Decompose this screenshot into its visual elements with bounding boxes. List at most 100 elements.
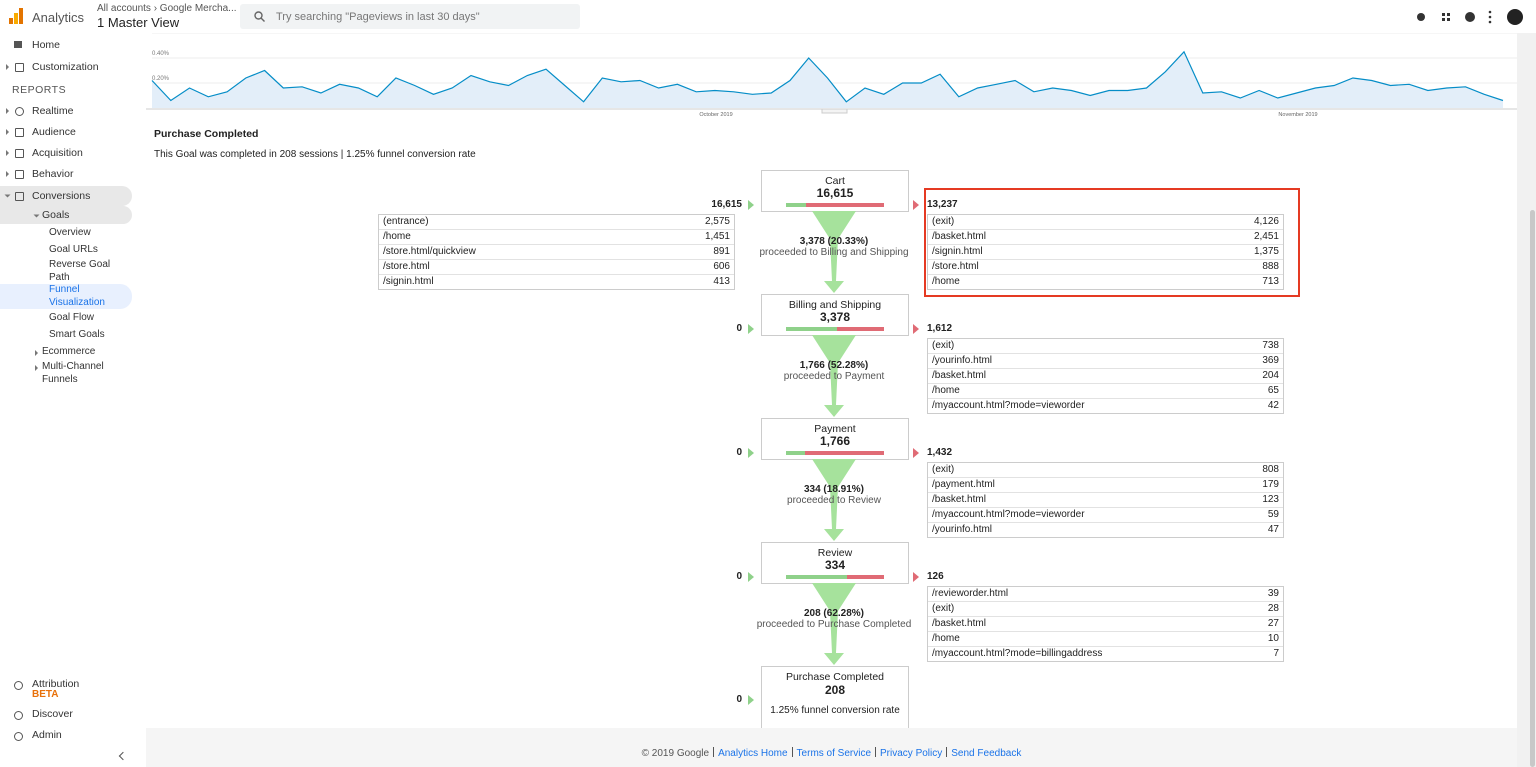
proceeded-label: proceeded to Review — [787, 495, 881, 506]
row-value: 7 — [1273, 648, 1279, 659]
x-axis-label: October 2019 — [699, 112, 732, 118]
nav-selected-bg — [0, 206, 132, 224]
exit-arrow — [913, 324, 919, 334]
table-row[interactable]: /yourinfo.html 369 — [928, 354, 1283, 369]
step-bar-proceed — [786, 203, 806, 207]
footer-link[interactable]: Send Feedback — [942, 748, 1021, 759]
row-value: 47 — [1267, 524, 1279, 535]
funnel-summary: This Goal was completed in 208 sessions … — [154, 149, 476, 160]
table-row[interactable]: /payment.html 179 — [928, 478, 1283, 493]
proceeded-label: proceeded to Purchase Completed — [756, 619, 912, 630]
table-row[interactable]: /myaccount.html?mode=billingaddress 7 — [928, 647, 1283, 661]
nav-item[interactable]: Ecommerce — [42, 346, 96, 357]
step-box: Cart 16,615 — [761, 170, 909, 212]
nav-item[interactable]: Realtime — [32, 105, 74, 117]
breadcrumb[interactable]: All accounts › Google Mercha... — [97, 3, 237, 14]
table-row[interactable]: /home 713 — [928, 275, 1283, 289]
nav-item[interactable]: Goal URLs — [49, 244, 98, 255]
table-row[interactable]: /store.html 888 — [928, 260, 1283, 275]
row-label: (exit) — [932, 464, 955, 475]
logo — [9, 8, 23, 24]
footer-link[interactable]: Analytics Home — [709, 748, 787, 759]
trend-area — [152, 51, 1503, 108]
table-row[interactable]: (exit) 28 — [928, 602, 1283, 617]
row-value: 27 — [1267, 618, 1279, 629]
table-row[interactable]: (exit) 738 — [928, 339, 1283, 354]
table-row[interactable]: /basket.html 27 — [928, 617, 1283, 632]
header: Analytics All accounts › Google Mercha..… — [0, 0, 1536, 34]
nav-item[interactable]: Funnel Visualization — [49, 284, 105, 308]
table-row[interactable]: /home 1,451 — [379, 230, 734, 245]
page-table: (entrance) 2,575/home 1,451/store.html/qui… — [378, 214, 735, 290]
footer-link[interactable]: Privacy Policy — [871, 748, 942, 759]
nav-item[interactable]: Customization — [32, 61, 99, 73]
table-row[interactable]: /myaccount.html?mode=vieworder 42 — [928, 399, 1283, 413]
nav-item[interactable]: Smart Goals — [49, 329, 105, 340]
nav-item[interactable]: Behavior — [32, 168, 74, 180]
table-row[interactable]: /basket.html 204 — [928, 369, 1283, 384]
nav-item[interactable]: Discover — [32, 708, 73, 720]
table-row[interactable]: (exit) 4,126 — [928, 215, 1283, 230]
proceeded-count: 334 (18.91%) — [803, 484, 865, 495]
table-row[interactable]: /home 65 — [928, 384, 1283, 399]
nav-active-bg — [0, 284, 132, 309]
table-row[interactable]: /yourinfo.html 47 — [928, 523, 1283, 537]
row-value: 888 — [1262, 261, 1279, 272]
table-row[interactable]: /myaccount.html?mode=vieworder 59 — [928, 508, 1283, 523]
nav-item[interactable]: Attribution — [32, 678, 80, 690]
table-row[interactable]: /revieworder.html 39 — [928, 587, 1283, 602]
table-row[interactable]: /store.html 606 — [379, 260, 734, 275]
row-value: 808 — [1262, 464, 1279, 475]
step-box: Billing and Shipping 3,378 — [761, 294, 909, 336]
search-icon — [254, 11, 265, 22]
table-row[interactable]: /store.html/quickview 891 — [379, 245, 734, 260]
step-value: 3,378 — [819, 310, 851, 324]
row-label: (exit) — [932, 216, 955, 227]
header-icons[interactable] — [1412, 8, 1527, 26]
collapse-arrow[interactable] — [118, 751, 128, 761]
proceeded-count: 1,766 (52.28%) — [799, 360, 869, 371]
nav-item[interactable]: Reverse Goal Path — [49, 259, 111, 283]
nav-item[interactable]: Conversions — [32, 190, 91, 202]
y-tick-label: 0.20% — [152, 76, 170, 82]
trend-line — [151, 50, 1504, 103]
scroll-thumb[interactable] — [1530, 210, 1535, 767]
nav-icon — [14, 711, 23, 720]
nav-item: REPORTS — [12, 84, 67, 96]
nav-item[interactable]: Home — [32, 39, 61, 51]
view-picker[interactable]: 1 Master View — [97, 15, 180, 30]
table-row[interactable]: /home 10 — [928, 632, 1283, 647]
table-row[interactable]: /signin.html 413 — [379, 275, 734, 289]
proceeded-count: 208 (62.28%) — [803, 608, 865, 619]
table-row[interactable]: (entrance) 2,575 — [379, 215, 734, 230]
footer-link[interactable]: Terms of Service — [788, 748, 871, 759]
scrollbar[interactable] — [1517, 33, 1536, 767]
row-label: /home — [383, 231, 411, 242]
table-row[interactable]: /basket.html 2,451 — [928, 230, 1283, 245]
nav-item[interactable]: Multi-Channel Funnels — [42, 361, 104, 385]
row-value: 179 — [1262, 479, 1279, 490]
search-box[interactable]: Try searching "Pageviews in last 30 days… — [240, 4, 580, 29]
step-name: Purchase Completed — [785, 671, 885, 683]
entrances-count: 0 — [736, 447, 742, 458]
copyright: © 2019 Google — [641, 748, 710, 759]
row-label: /myaccount.html?mode=vieworder — [932, 400, 1085, 411]
row-value: 42 — [1267, 400, 1279, 411]
exits-count: 126 — [927, 571, 944, 582]
nav-item[interactable]: Goal Flow — [49, 312, 95, 323]
row-value: 65 — [1267, 385, 1279, 396]
nav-item[interactable]: Audience — [32, 126, 76, 138]
nav-item[interactable]: Acquisition — [32, 147, 83, 159]
table-row[interactable]: /basket.html 123 — [928, 493, 1283, 508]
row-value: 1,451 — [704, 231, 730, 242]
step-bar-proceed — [786, 327, 838, 331]
table-row[interactable]: /signin.html 1,375 — [928, 245, 1283, 260]
step-box: Review 334 — [761, 542, 909, 584]
highlight-box — [924, 188, 1300, 297]
row-label: /basket.html — [932, 370, 986, 381]
nav-item[interactable]: Goals — [42, 209, 70, 221]
table-row[interactable]: (exit) 808 — [928, 463, 1283, 478]
nav-item[interactable]: Admin — [32, 729, 62, 741]
nav-item[interactable]: Overview — [49, 227, 91, 238]
